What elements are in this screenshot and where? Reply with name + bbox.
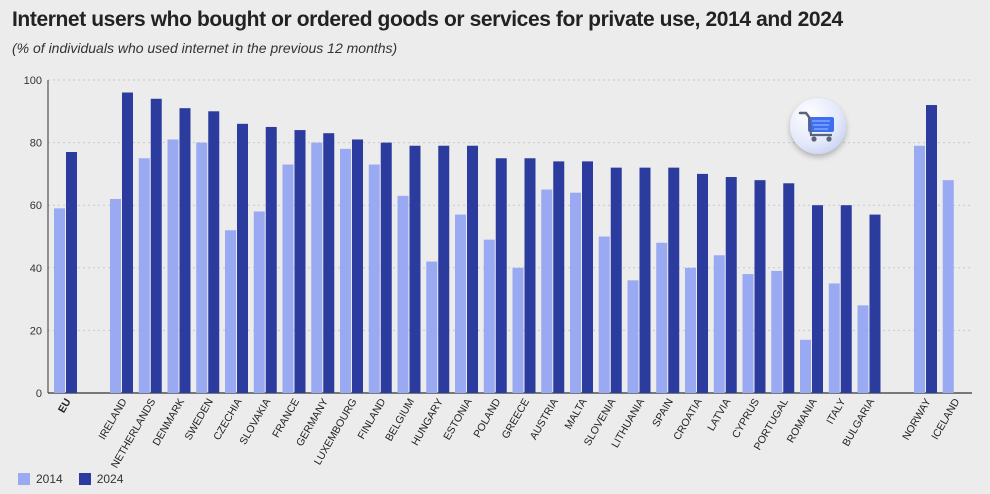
bar-2024-cyprus [754, 180, 766, 393]
x-tick-label: GREECE [500, 397, 533, 441]
legend-swatch-2024 [78, 473, 91, 485]
bar-2014-italy [828, 283, 840, 393]
y-tick-label: 40 [30, 263, 42, 275]
bar-2014-netherlands [138, 158, 150, 393]
bar-2024-belgium [409, 145, 421, 393]
bar-2024-spain [668, 167, 680, 393]
bar-2014-hungary [426, 261, 438, 393]
legend-item-2024: 2024 [78, 472, 124, 486]
bar-2014-sweden [196, 142, 208, 393]
bar-2014-germany [311, 142, 323, 393]
bar-2024-lithuania [639, 167, 651, 393]
x-tick-label: SPAIN [650, 397, 676, 430]
bar-2024-france [294, 130, 306, 393]
legend-label-2024: 2024 [96, 472, 124, 486]
bar-2014-croatia [685, 267, 696, 393]
bar-2014-slovakia [253, 211, 265, 393]
shopping-cart-icon [790, 98, 846, 154]
bar-2024-slovakia [265, 126, 277, 393]
bar-2014-eu [54, 208, 65, 393]
bar-2014-belgium [397, 195, 409, 393]
chart-subtitle: (% of individuals who used internet in t… [12, 40, 398, 56]
bar-2024-greece [524, 158, 536, 393]
bar-2014-portugal [771, 270, 783, 393]
bar-2014-luxembourg [340, 148, 351, 393]
bar-2014-cyprus [742, 274, 754, 393]
bar-2024-austria [553, 161, 565, 393]
bar-2014-finland [368, 164, 380, 393]
bar-2014-lithuania [627, 280, 639, 393]
bar-2014-estonia [455, 214, 466, 393]
bar-2014-latvia [713, 255, 725, 393]
bar-2024-denmark [179, 108, 191, 394]
bar-2014-iceland [942, 180, 954, 393]
x-tick-label: CROATIA [671, 397, 704, 443]
legend: 2014 2024 [18, 472, 123, 486]
bar-2024-eu [66, 151, 77, 393]
y-tick-label: 20 [30, 325, 42, 337]
x-tick-label: ICELAND [929, 396, 962, 442]
bar-2024-germany [323, 133, 335, 393]
bar-2014-spain [656, 242, 668, 393]
bar-2014-ireland [110, 198, 121, 393]
bar-2024-czechia [237, 123, 248, 393]
x-tick-label: AUSTRIA [528, 397, 561, 442]
bar-2024-bulgaria [869, 214, 881, 393]
bar-2014-france [282, 164, 294, 393]
bar-2014-czechia [225, 230, 236, 393]
bar-2014-slovenia [598, 236, 610, 393]
bar-2024-slovenia [610, 167, 622, 393]
bar-2014-malta [570, 192, 581, 393]
bar-2014-austria [541, 189, 553, 393]
x-tick-label: POLAND [471, 396, 503, 440]
bar-2024-poland [495, 158, 507, 393]
bar-2024-netherlands [150, 98, 162, 393]
bar-2024-ireland [122, 92, 133, 394]
y-tick-label: 100 [24, 75, 42, 87]
bar-2024-norway [926, 105, 937, 393]
y-tick-label: 0 [36, 388, 42, 400]
legend-item-2014: 2014 [18, 472, 63, 486]
legend-swatch-2014 [18, 473, 30, 485]
legend-label-2014: 2014 [36, 472, 63, 486]
y-tick-label: 60 [30, 200, 42, 212]
x-tick-label: CYPRUS [730, 397, 762, 441]
bar-2024-croatia [697, 173, 708, 393]
bar-2024-romania [812, 205, 823, 393]
bar-2024-sweden [208, 111, 220, 394]
bar-2024-malta [582, 161, 593, 393]
bar-2014-denmark [167, 139, 179, 393]
chart-title: Internet users who bought or ordered goo… [12, 8, 843, 31]
bar-2014-bulgaria [857, 305, 869, 393]
bar-2014-greece [512, 267, 524, 393]
y-tick-label: 80 [30, 138, 42, 150]
bar-2024-latvia [725, 177, 737, 393]
bar-2024-portugal [783, 183, 795, 393]
x-tick-label: LATVIA [705, 397, 733, 434]
bar-2024-luxembourg [352, 139, 363, 393]
bar-2014-norway [914, 145, 925, 393]
x-tick-label: EU [56, 397, 74, 416]
bar-2014-poland [483, 239, 495, 393]
x-tick-label: MALTA [562, 397, 589, 432]
bar-2014-romania [800, 339, 811, 393]
bar-2024-estonia [467, 145, 478, 393]
bar-2024-hungary [438, 145, 450, 393]
x-tick-label: FRANCE [270, 397, 302, 440]
x-tick-label: ITALY [824, 397, 848, 427]
x-tick-label: ESTONIA [441, 397, 474, 443]
bar-2024-italy [840, 205, 852, 393]
bar-2024-finland [380, 142, 392, 393]
